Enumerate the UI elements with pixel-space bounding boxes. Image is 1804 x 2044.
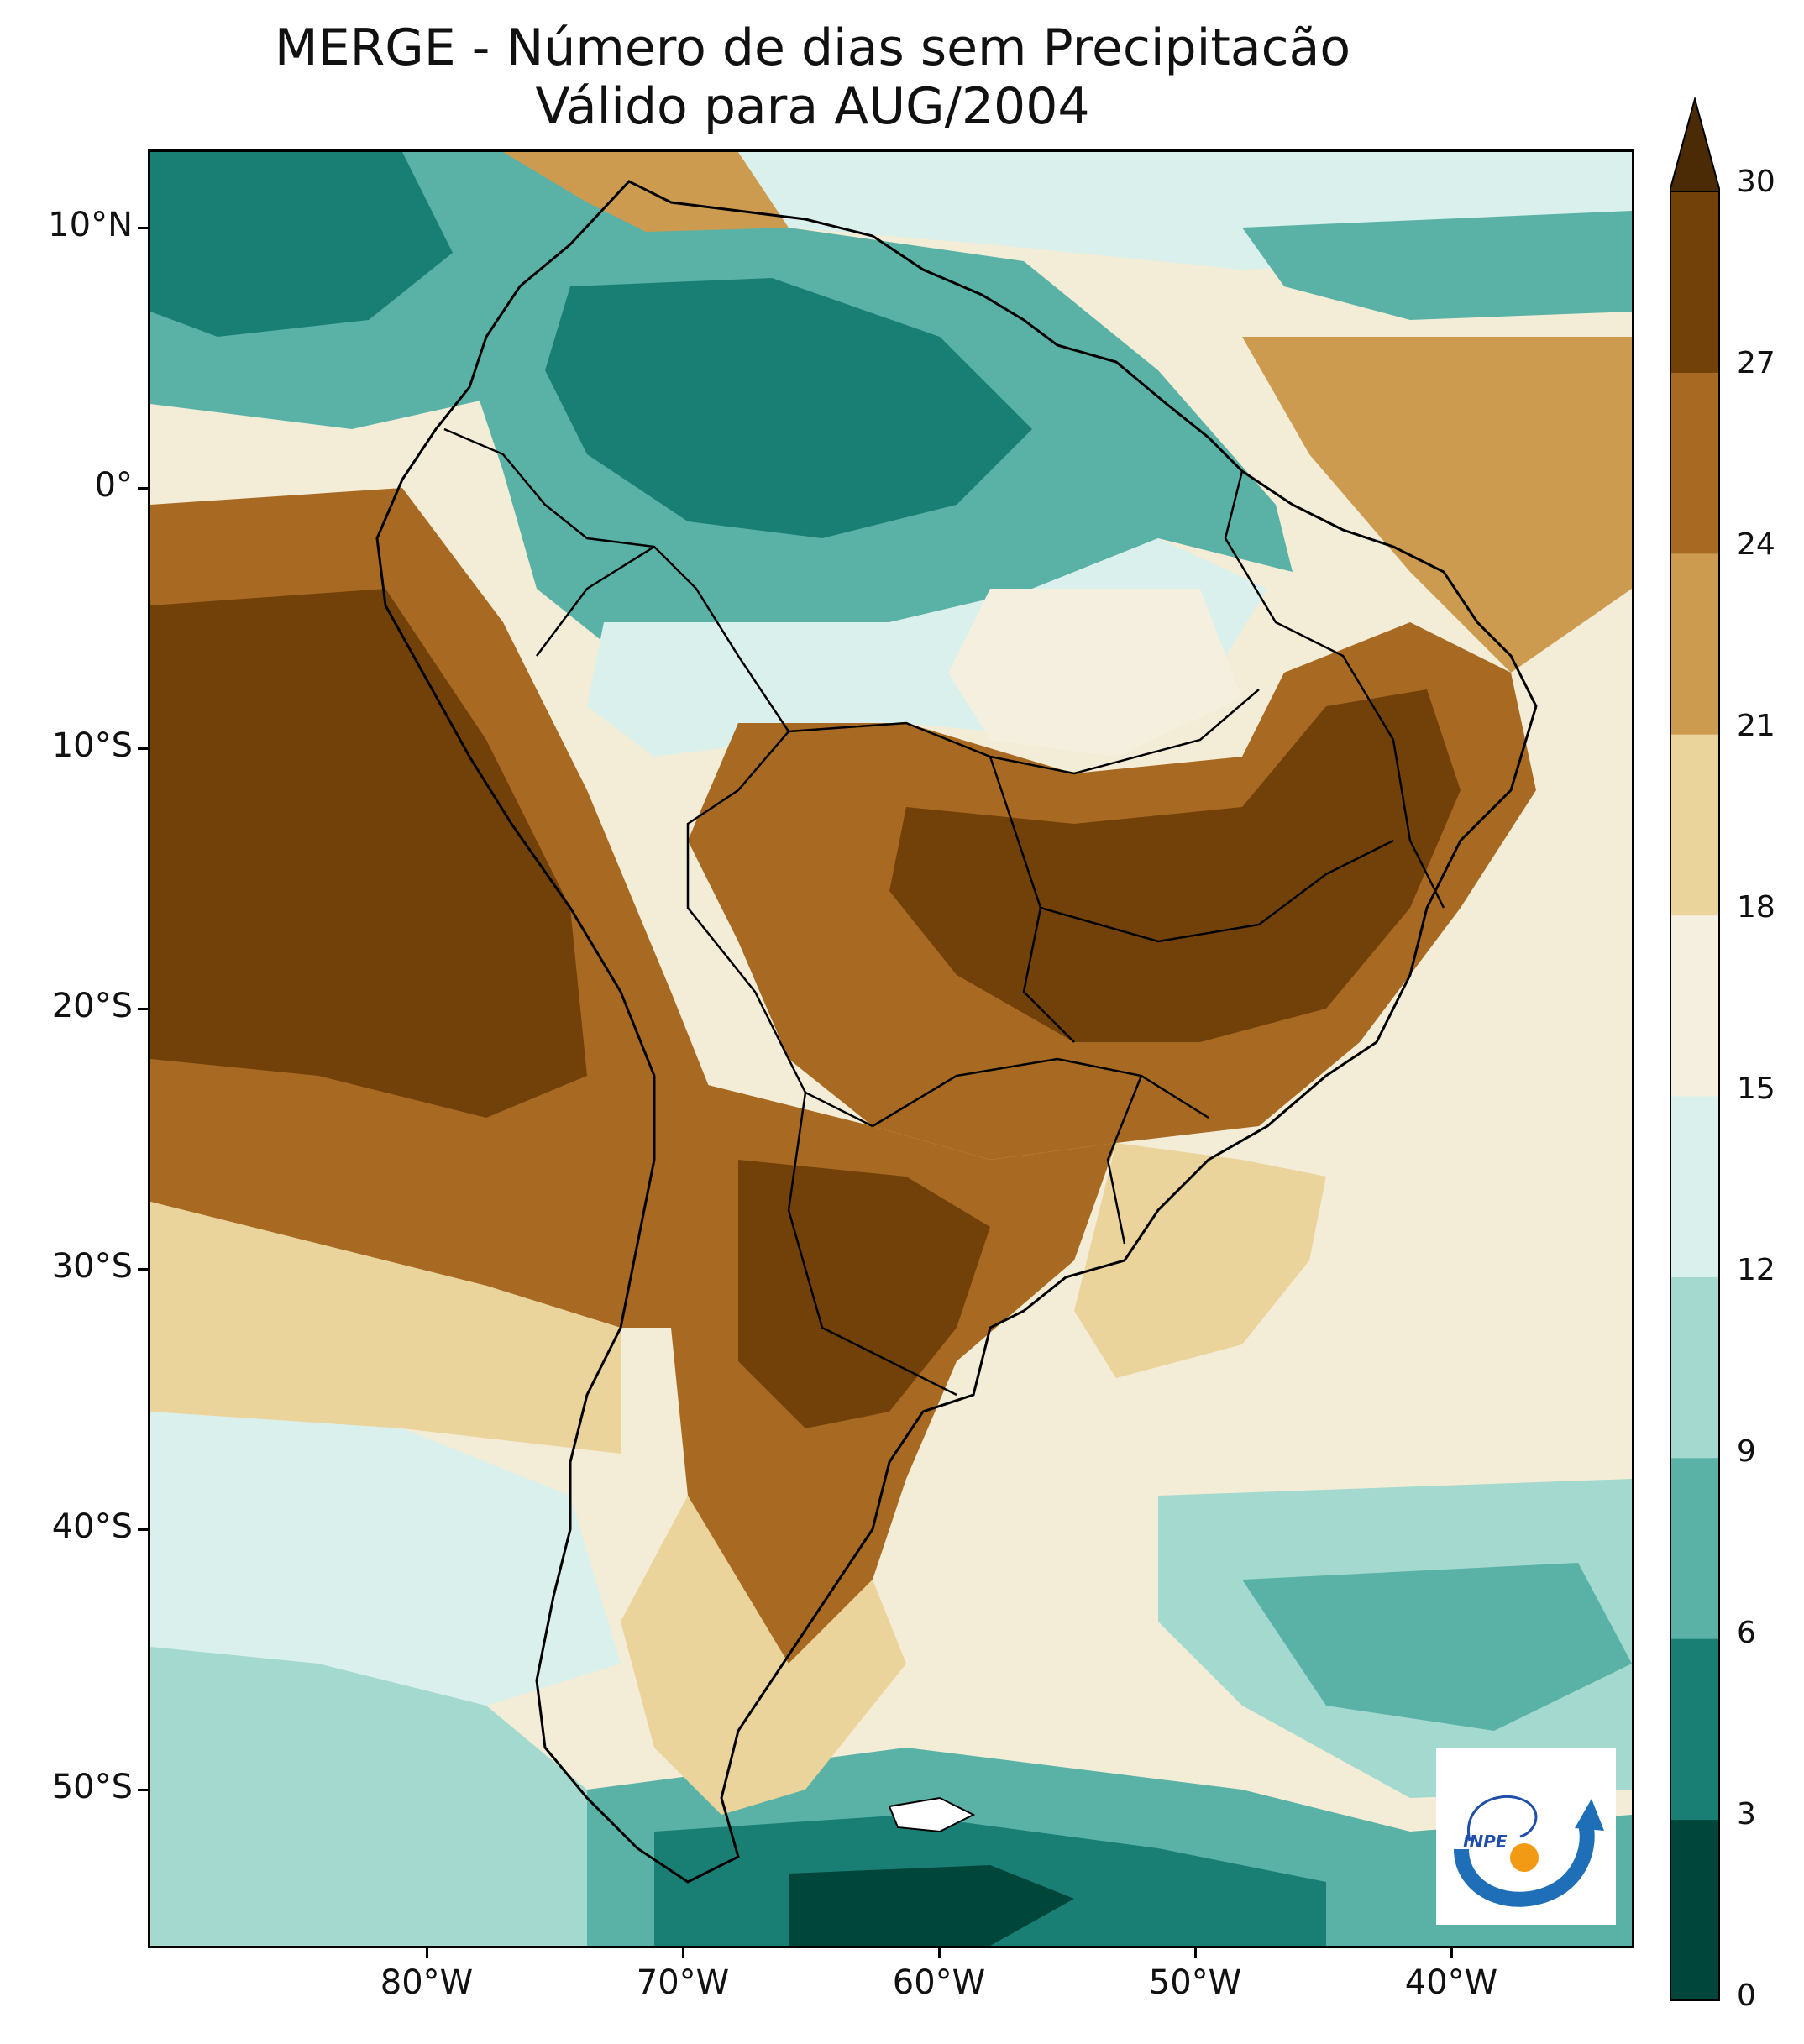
y-tick bbox=[138, 487, 148, 490]
colorbar-tick-label: 18 bbox=[1737, 890, 1775, 925]
colorbar-band bbox=[1670, 1096, 1719, 1277]
x-tick bbox=[1450, 1948, 1453, 1958]
svg-text:INPE: INPE bbox=[1463, 1832, 1508, 1852]
south-america-coastline bbox=[375, 180, 1538, 1884]
colorbar-tick-label: 6 bbox=[1737, 1616, 1756, 1650]
colorbar-tick-label: 3 bbox=[1737, 1797, 1756, 1832]
x-tick bbox=[682, 1948, 684, 1958]
falkland-islands bbox=[888, 1796, 976, 1833]
y-tick-label: 10°N bbox=[48, 206, 133, 244]
colorbar-tick-label: 0 bbox=[1737, 1978, 1756, 2013]
colorbar-tick-label: 15 bbox=[1737, 1072, 1775, 1106]
colorbar-tick-label: 21 bbox=[1737, 709, 1775, 743]
colorbar bbox=[1670, 97, 1720, 2001]
colorbar-band bbox=[1670, 1819, 1719, 2001]
x-tick-label: 50°W bbox=[1148, 1963, 1242, 2002]
colorbar-frame bbox=[1670, 191, 1720, 2001]
y-tick-label: 30°S bbox=[51, 1247, 133, 1286]
x-tick bbox=[426, 1948, 428, 1958]
map-plot-area bbox=[148, 149, 1634, 1948]
y-tick bbox=[138, 1789, 148, 1791]
colorbar-band bbox=[1670, 372, 1719, 554]
y-tick bbox=[138, 1268, 148, 1271]
y-tick-label: 50°S bbox=[51, 1768, 133, 1806]
y-tick-label: 40°S bbox=[51, 1507, 133, 1546]
y-tick-label: 0° bbox=[94, 466, 133, 505]
chart-title: MERGE - Número de dias sem Precipitacão bbox=[274, 18, 1351, 77]
colorbar-band bbox=[1670, 191, 1719, 373]
colorbar-extend-arrow bbox=[1670, 97, 1720, 192]
y-tick bbox=[138, 227, 148, 229]
colorbar-band bbox=[1670, 553, 1719, 735]
colorbar-band bbox=[1670, 1276, 1719, 1459]
colorbar-tick-label: 9 bbox=[1737, 1434, 1756, 1469]
colorbar-band bbox=[1670, 1638, 1719, 1821]
y-tick bbox=[138, 1008, 148, 1010]
colorbar-tick-label: 27 bbox=[1737, 346, 1775, 380]
y-tick-label: 20°S bbox=[51, 987, 133, 1025]
colorbar-band bbox=[1670, 1457, 1719, 1639]
x-tick-label: 40°W bbox=[1404, 1963, 1498, 2002]
country-borders bbox=[443, 427, 1445, 1397]
colorbar-tick-label: 24 bbox=[1737, 527, 1775, 562]
y-tick bbox=[138, 747, 148, 750]
x-tick bbox=[938, 1948, 941, 1958]
colorbar-tick-label: 30 bbox=[1737, 165, 1775, 199]
y-tick bbox=[138, 1528, 148, 1531]
colorbar-band bbox=[1670, 734, 1719, 916]
colorbar-tick-label: 12 bbox=[1737, 1253, 1775, 1287]
colorbar-band bbox=[1670, 915, 1719, 1097]
x-tick bbox=[1194, 1948, 1197, 1958]
precipitation-map bbox=[150, 152, 1632, 1946]
x-tick-label: 80°W bbox=[380, 1963, 474, 2002]
x-tick-label: 60°W bbox=[892, 1963, 986, 2002]
field-patches bbox=[150, 152, 1632, 1946]
inpe-logo-icon: INPE bbox=[1454, 1795, 1604, 1907]
y-tick-label: 10°S bbox=[51, 726, 133, 765]
chart-subtitle: Válido para AUG/2004 bbox=[535, 77, 1090, 136]
inpe-logo: INPE bbox=[1436, 1748, 1616, 1925]
x-tick-label: 70°W bbox=[636, 1963, 730, 2002]
